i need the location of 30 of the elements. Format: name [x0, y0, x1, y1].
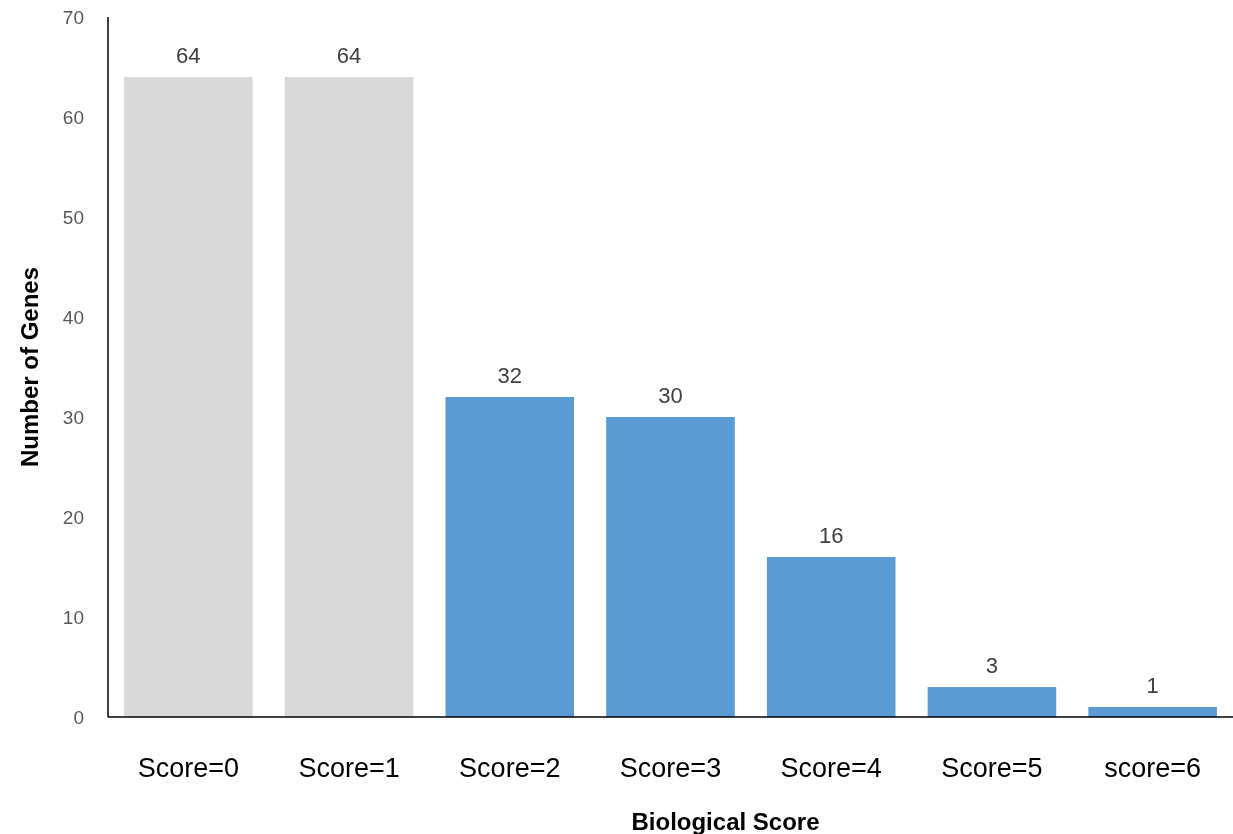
x-tick-label: score=6: [1104, 753, 1202, 783]
y-tick-label: 70: [62, 6, 84, 28]
bar: [766, 557, 896, 717]
y-tick-label: 60: [62, 106, 84, 128]
data-label: 16: [818, 523, 844, 548]
y-tick-label: 20: [62, 506, 84, 528]
y-tick-label: 40: [62, 306, 84, 328]
data-label: 64: [176, 43, 201, 68]
bar: [124, 77, 253, 717]
bar: [927, 687, 1057, 717]
data-label: 30: [658, 383, 683, 408]
bar: [606, 417, 735, 717]
bar: [445, 397, 575, 717]
data-label: 32: [497, 363, 523, 388]
data-label: 64: [336, 43, 362, 68]
data-label: 1: [1146, 673, 1159, 698]
bar: [284, 77, 414, 717]
y-tick-label: 10: [62, 606, 84, 628]
x-tick-label: Score=3: [619, 753, 722, 783]
x-tick-label: Score=0: [137, 753, 240, 783]
y-tick-label: 0: [73, 706, 84, 728]
x-tick-label: Score=1: [298, 753, 400, 783]
x-tick-label: Score=4: [780, 753, 882, 783]
y-tick-label: 50: [62, 206, 84, 228]
bar: [1088, 707, 1217, 717]
y-axis-title: Number of Genes: [16, 266, 43, 468]
data-label: 3: [985, 653, 999, 678]
x-tick-label: Score=2: [459, 753, 561, 783]
x-tick-label: Score=5: [941, 753, 1043, 783]
y-tick-label: 30: [62, 406, 84, 428]
